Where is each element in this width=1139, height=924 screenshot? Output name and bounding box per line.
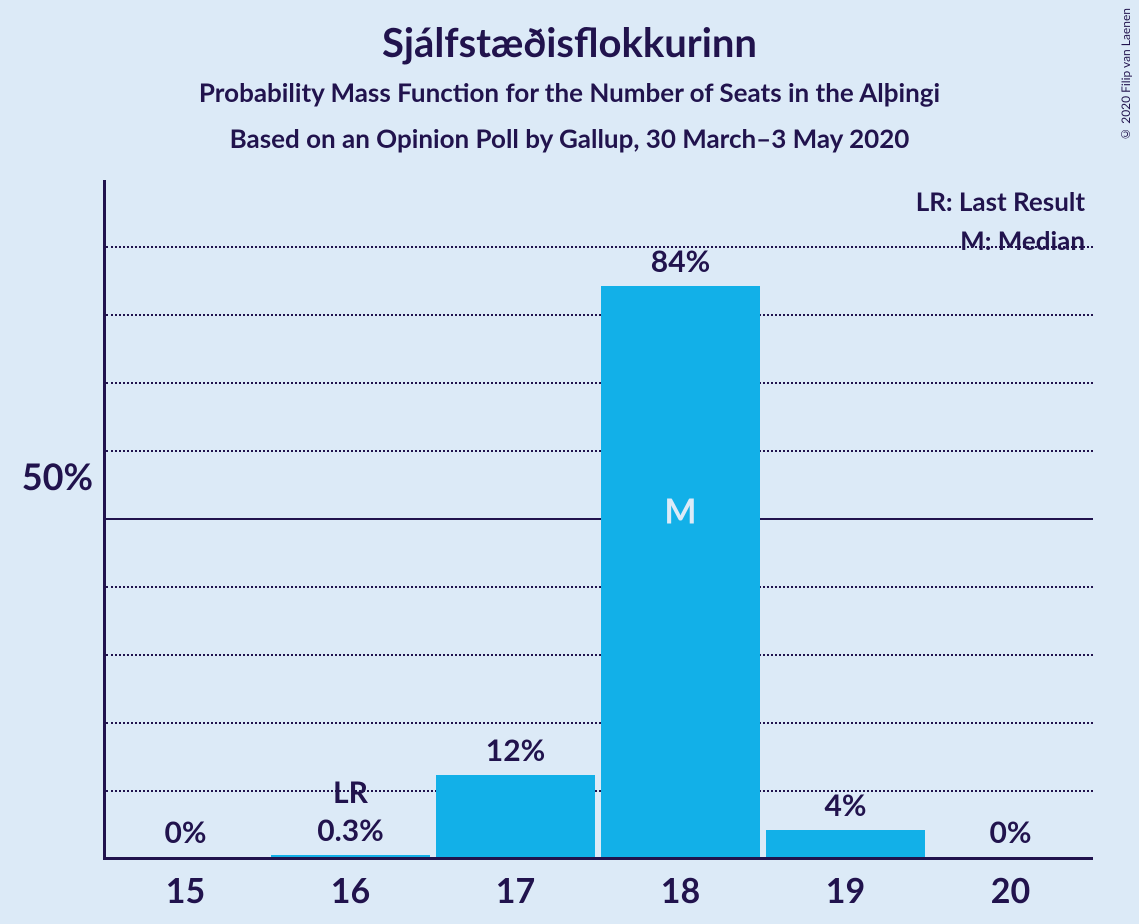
bar-value-label: 0.3% bbox=[317, 812, 384, 848]
chart-subtitle-1: Probability Mass Function for the Number… bbox=[0, 76, 1139, 108]
copyright-text: © 2020 Filip van Laenen bbox=[1118, 8, 1133, 142]
chart-plot-area: LR: Last Result M: Median 50%0%15LR0.3%1… bbox=[103, 180, 1093, 860]
bar-annotation: LR bbox=[333, 774, 368, 810]
y-tick-label: 50% bbox=[22, 454, 93, 498]
bar bbox=[271, 855, 429, 857]
x-tick-label: 19 bbox=[826, 870, 865, 911]
bar-annotation-inside: M bbox=[664, 490, 696, 531]
chart-subtitle-2: Based on an Opinion Poll by Gallup, 30 M… bbox=[0, 122, 1139, 154]
x-tick-label: 16 bbox=[331, 870, 370, 911]
y-axis-line bbox=[103, 180, 106, 860]
gridline-minor bbox=[106, 722, 1093, 724]
bar-value-label: 4% bbox=[825, 787, 867, 823]
gridline-minor bbox=[106, 586, 1093, 588]
gridline-minor bbox=[106, 246, 1093, 248]
chart-legend: LR: Last Result M: Median bbox=[916, 182, 1085, 260]
gridline-major bbox=[106, 518, 1093, 520]
gridline-minor bbox=[106, 382, 1093, 384]
bar bbox=[766, 830, 924, 857]
x-tick-label: 17 bbox=[496, 870, 535, 911]
bar bbox=[601, 286, 759, 857]
gridline-minor bbox=[106, 450, 1093, 452]
gridline-minor bbox=[106, 790, 1093, 792]
x-axis-line bbox=[103, 857, 1093, 860]
bar-value-label: 0% bbox=[165, 814, 207, 850]
x-tick-label: 15 bbox=[166, 870, 205, 911]
gridline-minor bbox=[106, 654, 1093, 656]
bar-value-label: 0% bbox=[990, 814, 1032, 850]
gridline-minor bbox=[106, 314, 1093, 316]
bar-value-label: 84% bbox=[651, 243, 710, 279]
bar-value-label: 12% bbox=[486, 732, 545, 768]
bar bbox=[436, 775, 594, 857]
chart-title: Sjálfstæðisflokkurinn bbox=[0, 18, 1139, 66]
legend-m: M: Median bbox=[916, 221, 1085, 260]
x-tick-label: 20 bbox=[991, 870, 1030, 911]
legend-lr: LR: Last Result bbox=[916, 182, 1085, 221]
x-tick-label: 18 bbox=[661, 870, 700, 911]
